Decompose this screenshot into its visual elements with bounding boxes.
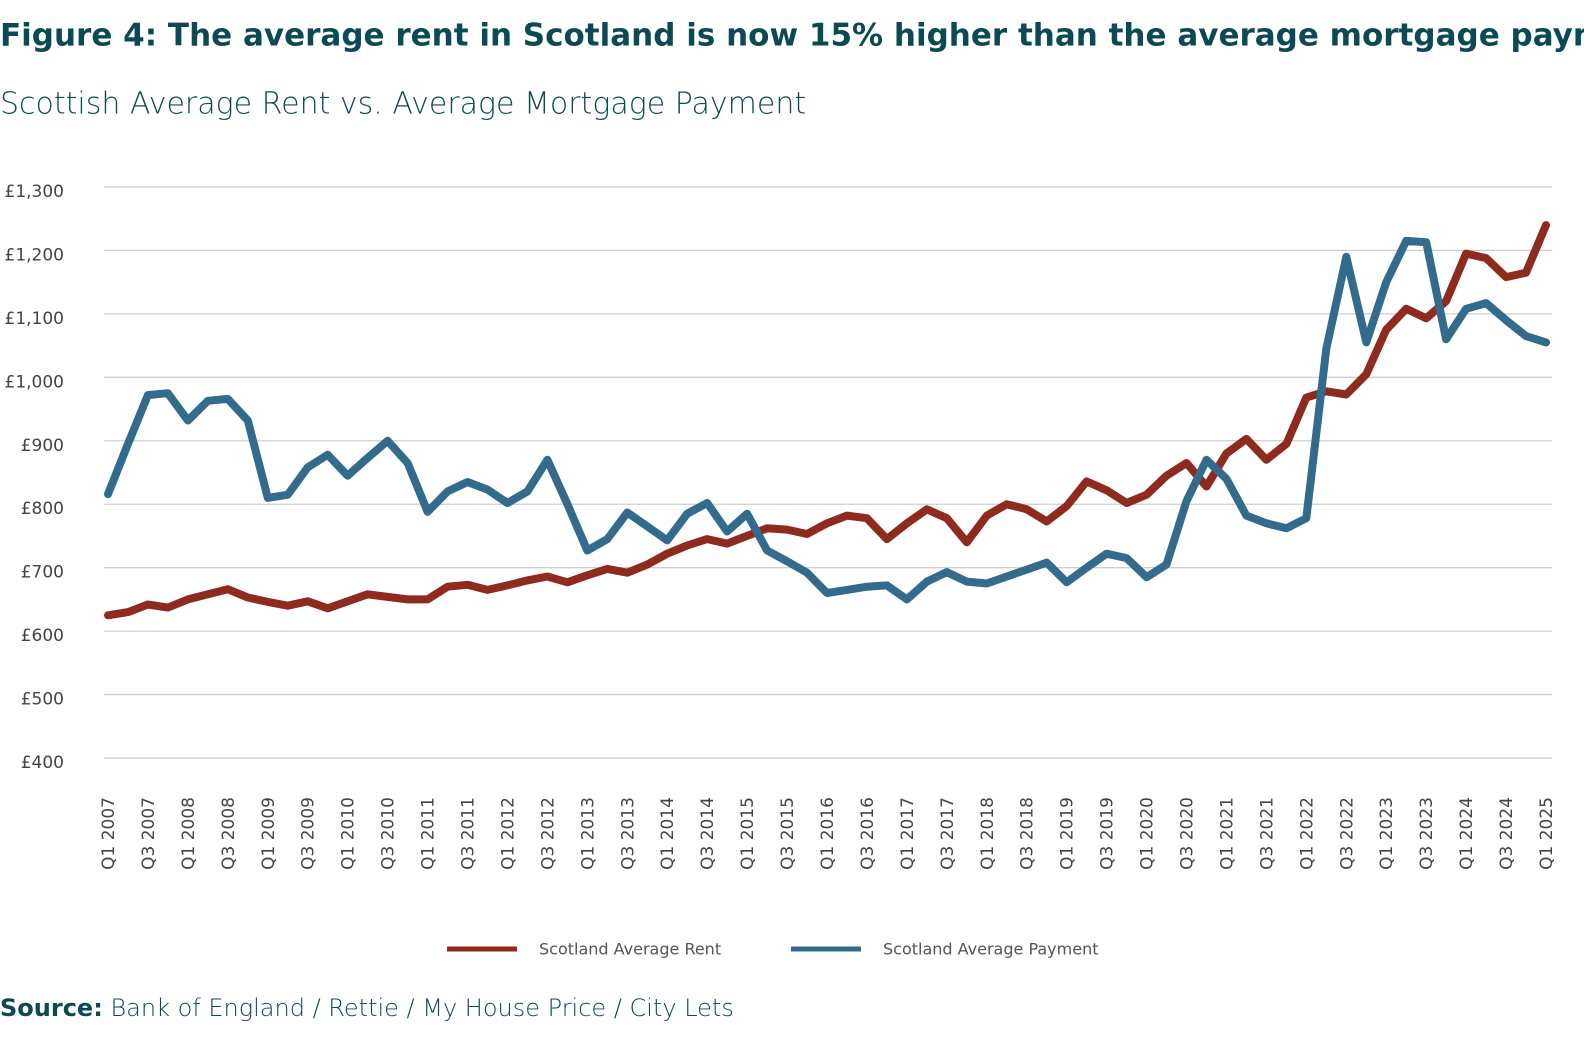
x-tick-label: Q1 2017 xyxy=(898,797,918,870)
x-tick-label: Q1 2012 xyxy=(498,797,518,870)
y-tick-label: £900 xyxy=(21,436,64,456)
x-tick-label: Q3 2016 xyxy=(858,797,878,870)
y-tick-label: £400 xyxy=(21,753,64,773)
x-tick-label: Q3 2008 xyxy=(219,797,239,870)
x-tick-label: Q3 2013 xyxy=(618,797,638,870)
source: Source: Bank of England / Rettie / My Ho… xyxy=(0,994,734,1022)
x-tick-label: Q3 2022 xyxy=(1337,797,1357,870)
x-tick-label: Q1 2018 xyxy=(978,797,998,870)
x-tick-label: Q3 2023 xyxy=(1417,797,1437,870)
x-tick-label: Q3 2017 xyxy=(938,797,958,870)
x-tick-label: Q1 2013 xyxy=(578,797,598,870)
y-tick-label: £600 xyxy=(21,626,64,646)
x-tick-label: Q1 2010 xyxy=(339,797,359,870)
y-tick-label: £1,200 xyxy=(5,245,64,265)
y-tick-label: £1,000 xyxy=(5,372,64,392)
x-tick-label: Q1 2007 xyxy=(99,797,119,870)
x-tick-label: Q1 2019 xyxy=(1058,797,1078,870)
x-tick-label: Q3 2020 xyxy=(1178,797,1198,870)
x-tick-label: Q1 2024 xyxy=(1457,797,1477,870)
y-tick-label: £1,300 xyxy=(5,182,64,202)
x-tick-label: Q1 2022 xyxy=(1297,797,1317,870)
legend-label: Scotland Average Payment xyxy=(883,940,1098,959)
x-tick-label: Q3 2012 xyxy=(538,797,558,870)
x-tick-label: Q3 2019 xyxy=(1098,797,1118,870)
x-tick-label: Q1 2015 xyxy=(738,797,758,870)
legend-label: Scotland Average Rent xyxy=(539,940,721,959)
x-tick-label: Q1 2021 xyxy=(1217,797,1237,870)
x-tick-label: Q3 2021 xyxy=(1257,797,1277,870)
x-tick-label: Q1 2016 xyxy=(818,797,838,870)
x-tick-label: Q3 2024 xyxy=(1497,797,1517,870)
chart-subtitle: Scottish Average Rent vs. Average Mortga… xyxy=(0,87,806,122)
source-text: Bank of England / Rettie / My House Pric… xyxy=(110,994,733,1022)
source-label: Source: xyxy=(0,994,103,1022)
x-tick-label: Q3 2011 xyxy=(459,797,479,870)
y-tick-label: £1,100 xyxy=(5,309,64,329)
y-tick-label: £700 xyxy=(21,563,64,583)
x-tick-label: Q1 2011 xyxy=(419,797,439,870)
x-tick-label: Q1 2025 xyxy=(1537,797,1557,870)
y-tick-label: £800 xyxy=(21,499,64,519)
x-tick-label: Q1 2023 xyxy=(1377,797,1397,870)
y-tick-label: £500 xyxy=(21,690,64,710)
x-tick-label: Q1 2008 xyxy=(179,797,199,870)
x-tick-label: Q3 2015 xyxy=(778,797,798,870)
x-tick-label: Q3 2009 xyxy=(299,797,319,870)
series-line xyxy=(104,236,1550,604)
x-tick-label: Q3 2010 xyxy=(379,797,399,870)
x-tick-label: Q3 2018 xyxy=(1018,797,1038,870)
x-tick-label: Q3 2007 xyxy=(139,797,159,870)
chart-title: Figure 4: The average rent in Scotland i… xyxy=(0,18,1584,54)
series-line xyxy=(104,221,1550,620)
x-tick-label: Q3 2014 xyxy=(698,797,718,870)
x-tick-label: Q1 2014 xyxy=(658,797,678,870)
x-tick-label: Q1 2020 xyxy=(1138,797,1158,870)
x-tick-label: Q1 2009 xyxy=(259,797,279,870)
